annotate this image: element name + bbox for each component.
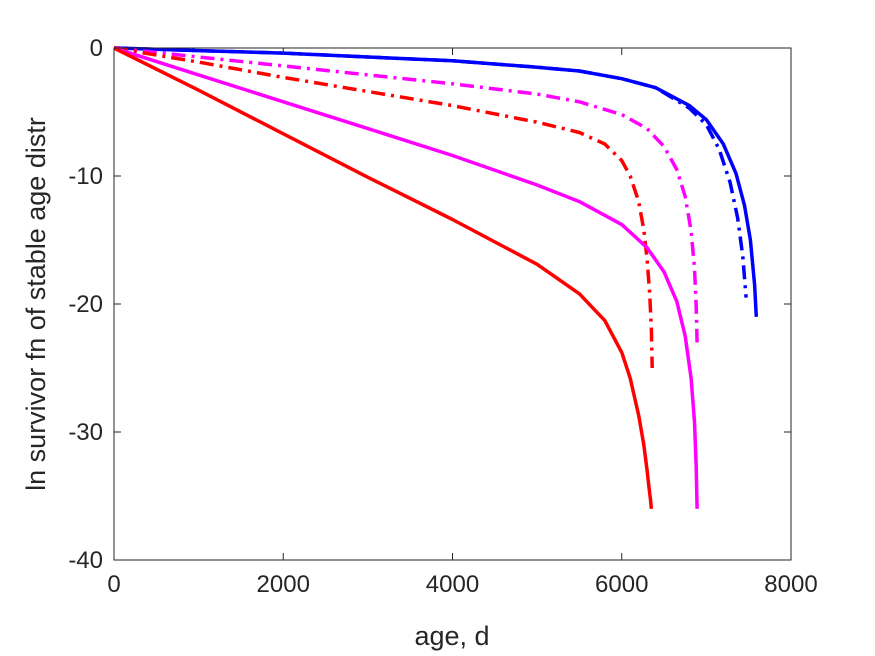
y-tick-label: 0 <box>90 35 103 62</box>
y-axis-label: ln survivor fn of stable age distr <box>21 117 51 491</box>
series-line-1 <box>113 46 748 298</box>
y-tick-label: -40 <box>68 547 103 574</box>
x-tick-label: 6000 <box>595 571 648 598</box>
series-line-2 <box>113 46 699 343</box>
series-line-4 <box>113 46 699 509</box>
y-tick-label: -10 <box>68 163 103 190</box>
series-line-3 <box>113 46 654 369</box>
x-tick-label: 2000 <box>257 571 310 598</box>
y-tick-label: -30 <box>68 419 103 446</box>
series-layer <box>113 46 759 509</box>
x-tick-label: 4000 <box>426 571 479 598</box>
x-tick-label: 0 <box>107 571 120 598</box>
plot-background <box>114 48 791 560</box>
series-line-5 <box>113 46 654 509</box>
x-axis-label: age, d <box>414 621 489 651</box>
y-tick-label: -20 <box>68 291 103 318</box>
x-tick-label: 8000 <box>764 571 817 598</box>
tick-layer: 0 2000 4000 6000 8000 0 -10 -20 -30 -40 <box>68 35 817 598</box>
